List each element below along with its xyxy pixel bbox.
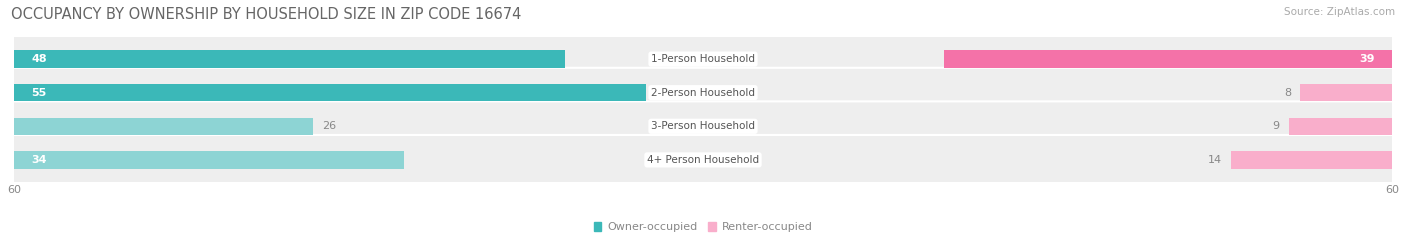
Text: 2-Person Household: 2-Person Household [651, 88, 755, 98]
Text: OCCUPANCY BY OWNERSHIP BY HOUSEHOLD SIZE IN ZIP CODE 16674: OCCUPANCY BY OWNERSHIP BY HOUSEHOLD SIZE… [11, 7, 522, 22]
Bar [1289, 118, 1392, 135]
Bar [14, 151, 405, 169]
Bar [1301, 84, 1392, 101]
Text: 55: 55 [31, 88, 46, 98]
Bar [945, 50, 1392, 68]
Bar [14, 84, 645, 101]
Bar [14, 50, 565, 68]
Text: 34: 34 [31, 155, 46, 165]
FancyBboxPatch shape [11, 34, 1395, 84]
Text: 8: 8 [1284, 88, 1291, 98]
Text: 9: 9 [1272, 121, 1279, 131]
Text: 48: 48 [31, 54, 46, 64]
Text: 3-Person Household: 3-Person Household [651, 121, 755, 131]
FancyBboxPatch shape [11, 68, 1395, 118]
Text: 1-Person Household: 1-Person Household [651, 54, 755, 64]
Bar [1232, 151, 1392, 169]
FancyBboxPatch shape [11, 135, 1395, 185]
Bar [14, 118, 312, 135]
Legend: Owner-occupied, Renter-occupied: Owner-occupied, Renter-occupied [589, 218, 817, 233]
Text: 4+ Person Household: 4+ Person Household [647, 155, 759, 165]
FancyBboxPatch shape [11, 101, 1395, 151]
Text: 14: 14 [1208, 155, 1222, 165]
Text: 26: 26 [322, 121, 336, 131]
Text: 39: 39 [1360, 54, 1375, 64]
Text: Source: ZipAtlas.com: Source: ZipAtlas.com [1284, 7, 1395, 17]
